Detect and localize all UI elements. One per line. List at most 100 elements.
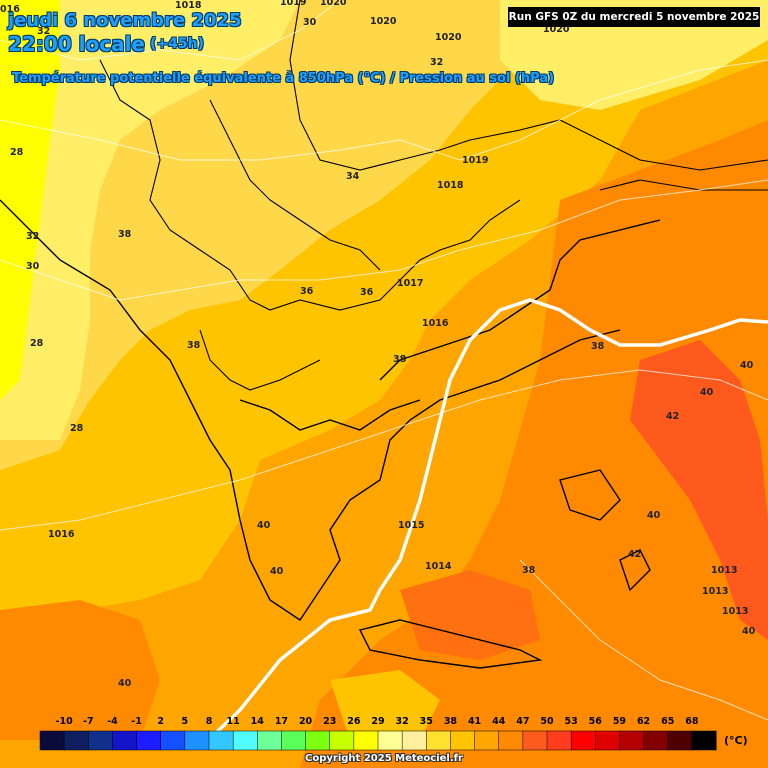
legend-swatch <box>426 730 451 751</box>
legend-tick-label: -4 <box>107 716 118 727</box>
legend-swatch <box>498 730 524 751</box>
legend-swatch <box>305 730 331 751</box>
isobar-label: 1016 <box>422 318 449 329</box>
legend-tick-label: 44 <box>492 716 506 727</box>
legend-swatch <box>643 730 669 751</box>
temperature-label: 32 <box>430 57 443 68</box>
legend-swatch <box>522 730 548 751</box>
legend-tick-label: 53 <box>565 716 578 727</box>
temperature-label: 40 <box>700 387 714 398</box>
legend-swatch <box>353 730 379 751</box>
isobars <box>0 0 768 721</box>
legend-tick-label: 35 <box>420 716 433 727</box>
legend-tick-label: 65 <box>661 716 674 727</box>
temperature-label: 36 <box>300 286 314 297</box>
temperature-label: 40 <box>647 510 661 521</box>
run-info-text: Run GFS 0Z du mercredi 5 novembre 2025 <box>508 11 760 23</box>
isobar-label: 1018 <box>175 0 202 11</box>
isobar-label: 1020 <box>543 24 570 35</box>
legend-swatch <box>474 730 500 751</box>
legend-swatch <box>329 730 355 751</box>
zone-gold-south <box>330 670 440 740</box>
legend-tick-label: 23 <box>323 716 336 727</box>
legend-tick-label: -7 <box>83 716 94 727</box>
legend-swatch <box>546 730 572 751</box>
borders <box>99 0 768 391</box>
temperature-label: 38 <box>393 354 407 365</box>
legend-tick-label: 8 <box>206 716 213 727</box>
isobar-label: 1019 <box>280 0 306 8</box>
zone-orange-sw <box>0 600 160 740</box>
isobar-label: 1013 <box>722 606 748 617</box>
forecast-lead-time: (+45h) <box>150 36 204 52</box>
legend-swatch <box>160 730 186 751</box>
legend-swatch <box>208 730 234 751</box>
temperature-label: 32 <box>37 26 50 37</box>
legend-swatch <box>619 730 645 751</box>
variable-description: Température potentielle équivalente à 85… <box>12 71 555 86</box>
forecast-date: jeudi 6 novembre 2025 <box>8 10 242 31</box>
zone-red-crete <box>400 570 540 660</box>
legend-swatch <box>377 730 403 751</box>
legend-swatch <box>112 730 138 751</box>
legend-tick-label: 59 <box>613 716 626 727</box>
legend-tick-label: 62 <box>637 716 650 727</box>
legend-tick-label: -10 <box>56 716 74 727</box>
forecast-time: 22:00 locale <box>8 32 145 56</box>
zone-yellow-east <box>500 0 768 110</box>
legend-tick-label: 20 <box>299 716 313 727</box>
temperature-label: 38 <box>187 340 201 351</box>
zone-pale-yellow <box>0 0 620 470</box>
temperature-label: 30 <box>26 261 40 272</box>
run-info-box: Run GFS 0Z du mercredi 5 novembre 2025 <box>508 7 760 27</box>
isobar-label: 1018 <box>437 180 464 191</box>
legend-swatch <box>450 730 476 751</box>
temperature-label: 34 <box>346 171 360 182</box>
temperature-label: 40 <box>118 678 132 689</box>
legend-tick-label: 47 <box>516 716 529 727</box>
zone-orange-east <box>300 120 768 768</box>
legend-tick-label: 38 <box>444 716 458 727</box>
temperature-label: 40 <box>740 360 754 371</box>
zone-red-east <box>630 340 768 640</box>
isobar-label: 1017 <box>397 278 423 289</box>
legend-tick-label: 29 <box>371 716 384 727</box>
zone-light-yellow <box>0 0 300 440</box>
temperature-label: 40 <box>742 626 756 637</box>
legend-swatch <box>401 730 427 751</box>
legend-tick-label: 2 <box>157 716 164 727</box>
legend-tick-label: 56 <box>589 716 603 727</box>
legend-swatch <box>691 730 717 751</box>
temperature-label: 40 <box>257 520 271 531</box>
temperature-label: 28 <box>10 147 24 158</box>
temperature-label: 42 <box>628 549 641 560</box>
temperature-label: 38 <box>591 341 605 352</box>
legend-tick-label: 11 <box>227 716 240 727</box>
isobar-label: 1013 <box>702 586 728 597</box>
legend-tick-label: 14 <box>251 716 265 727</box>
copyright-notice: Copyright 2025 Meteociel.fr <box>305 753 463 764</box>
temperature-label: 40 <box>270 566 284 577</box>
map-labels: 016 1019 1020 1018 30 1020 32 1020 1020 32 28 1019 3… <box>0 0 756 689</box>
temperature-label: 42 <box>666 411 679 422</box>
temperature-label: 32 <box>26 231 39 242</box>
temperature-label: 38 <box>522 565 536 576</box>
legend-swatch <box>595 730 620 751</box>
legend-tick-label: 26 <box>347 716 361 727</box>
legend-swatch <box>667 730 693 751</box>
isobar-label: 1013 <box>711 565 737 576</box>
temperature-label: 28 <box>30 338 44 349</box>
legend-swatch <box>63 730 89 751</box>
isobar-label: 1020 <box>320 0 347 8</box>
isobar-label: 1016 <box>48 529 75 540</box>
legend-swatch <box>88 730 113 751</box>
legend-swatch <box>257 730 282 751</box>
color-scale-legend: -10 -7 -4 -1 2 5 8 11 14 17 20 23 26 29 32 35 38 41 44 47 50… <box>39 716 717 751</box>
legend-tick-label: -1 <box>131 716 142 727</box>
legend-swatch <box>136 730 162 751</box>
temperature-label: 28 <box>70 423 84 434</box>
isobar-label: 1015 <box>398 520 424 531</box>
legend-tick-label: 17 <box>275 716 288 727</box>
isobar-label: 016 <box>0 4 20 15</box>
